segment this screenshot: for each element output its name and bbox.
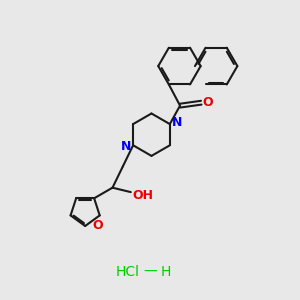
Text: HCl: HCl — [116, 265, 140, 279]
Text: —: — — [143, 265, 157, 279]
Text: O: O — [203, 96, 213, 109]
Text: OH: OH — [132, 188, 153, 202]
Text: N: N — [120, 140, 131, 153]
Text: N: N — [172, 116, 183, 129]
Text: H: H — [160, 265, 171, 279]
Text: O: O — [92, 219, 103, 232]
